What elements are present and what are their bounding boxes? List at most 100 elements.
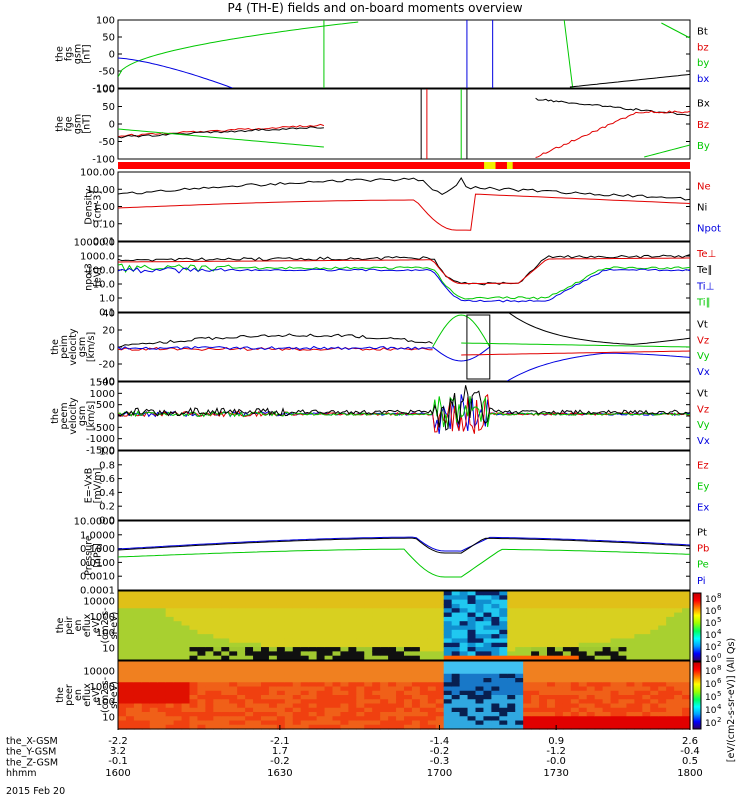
spectrogram-cell <box>594 673 604 679</box>
spectrogram-cell <box>499 638 508 644</box>
spectrogram-cell <box>491 642 500 648</box>
spectrogram-cell <box>197 712 206 717</box>
spectrogram-cell <box>237 678 246 683</box>
spectrogram-cell <box>419 634 429 640</box>
spectrogram-cell <box>324 724 334 730</box>
spectrogram-cell <box>459 686 469 692</box>
spectrogram-cell <box>356 651 365 657</box>
spectrogram-cell <box>483 716 492 722</box>
spectrogram-cell <box>364 712 373 717</box>
spectrogram-cell <box>308 638 318 644</box>
spectrogram-cell <box>276 724 286 730</box>
spectrogram-cell <box>602 608 612 614</box>
spectrogram-cell <box>237 625 246 631</box>
spectrogram-cell <box>173 669 183 675</box>
spectrogram-cell <box>173 621 183 627</box>
spectrogram-cell <box>118 699 127 705</box>
spectrogram-cell <box>578 724 588 730</box>
spectrogram-cell <box>610 608 620 614</box>
ylabel-electron_spectrogram: sr-eV) <box>109 681 120 709</box>
spectrogram-cell <box>253 595 262 601</box>
spectrogram-cell <box>531 678 540 683</box>
spectrogram-cell <box>547 608 556 614</box>
spectrogram-cell <box>133 673 143 679</box>
spectrogram-cell <box>125 603 135 609</box>
spectrogram-cell <box>634 634 643 640</box>
spectrogram-cell <box>594 682 604 688</box>
spectrogram-cell <box>547 669 556 675</box>
spectrogram-cell <box>356 599 365 605</box>
spectrogram-cell <box>284 616 294 622</box>
spectrogram-cell <box>658 634 667 640</box>
spectrogram-cell <box>562 661 572 666</box>
ytick-label-electron_spectrogram: 100 <box>96 697 115 708</box>
spectrogram-cell <box>674 621 683 627</box>
ytick-label-peem_velocity: -1000 <box>86 434 115 445</box>
spectrogram-cell <box>435 655 445 661</box>
spectrogram-cell <box>268 690 278 696</box>
ylabel-fge: fge <box>64 116 75 131</box>
spectrogram-cell <box>499 707 508 713</box>
spectrogram-cell <box>229 655 238 661</box>
spectrogram-cell <box>404 655 413 661</box>
spectrogram-cell <box>253 678 262 683</box>
spectrogram-cell <box>292 707 302 713</box>
spectrogram-cell <box>459 595 469 601</box>
spectrogram-cell <box>229 661 238 666</box>
spectrogram-cell <box>396 720 405 726</box>
legend-entry-peem_velocity: Vt <box>697 388 708 399</box>
colorbar-tick: 10 <box>705 667 717 677</box>
spectrogram-cell <box>197 599 206 605</box>
spectrogram-cell <box>594 625 604 631</box>
spectrogram-cell <box>539 599 548 605</box>
spectrogram-cell <box>213 720 222 726</box>
spectrogram-cell <box>618 699 628 705</box>
spectrogram-cell <box>459 647 469 652</box>
spectrogram-cell <box>268 616 278 622</box>
spectrogram-cell <box>292 699 302 705</box>
spectrogram-cell <box>594 695 604 700</box>
spectrogram-cell <box>189 712 199 717</box>
spectrogram-cell <box>316 695 326 700</box>
spectrogram-cell <box>475 695 485 700</box>
spectrogram-cell <box>181 695 191 700</box>
spectrogram-cell <box>435 638 445 644</box>
spectrogram-cell <box>118 673 127 679</box>
series-tiperp <box>118 267 690 303</box>
spectrogram-cell <box>372 673 381 679</box>
spectrogram-cell <box>213 682 222 688</box>
spectrogram-cell <box>221 651 230 657</box>
spectrogram-cell <box>642 621 651 627</box>
spectrogram-cell <box>380 647 389 652</box>
spectrogram-cell <box>467 678 477 683</box>
spectrogram-cell <box>316 703 326 709</box>
spectrogram-cell <box>388 591 397 596</box>
spectrogram-cell <box>141 647 151 652</box>
spectrogram-cell <box>610 655 620 661</box>
spectrogram-cell <box>404 712 413 717</box>
spectrogram-cell <box>674 595 683 601</box>
spectrogram-cell <box>554 669 564 675</box>
spectrogram-cell <box>586 665 596 671</box>
spectrogram-cell <box>435 608 445 614</box>
spectrogram-cell <box>404 625 413 631</box>
spectrogram-cell <box>205 638 214 644</box>
spectrogram-cell <box>483 642 492 648</box>
spectrogram-cell <box>348 647 357 652</box>
spectrogram-cell <box>268 591 278 596</box>
spectrogram-cell <box>189 591 199 596</box>
spectrogram-cell <box>658 686 667 692</box>
spectrogram-cell <box>133 599 143 605</box>
spectrogram-cell <box>515 669 524 675</box>
spectrogram-cell <box>499 673 508 679</box>
spectrogram-cell <box>149 634 159 640</box>
spectrogram-cell <box>189 603 199 609</box>
spectrogram-cell <box>348 707 357 713</box>
spectrogram-cell <box>443 716 453 722</box>
spectrogram-cell <box>578 621 588 627</box>
spectrogram-cell <box>364 686 373 692</box>
spectrogram-cell <box>539 724 548 730</box>
spectrogram-cell <box>165 603 175 609</box>
spectrogram-cell <box>634 707 643 713</box>
spectrogram-cell <box>125 712 135 717</box>
